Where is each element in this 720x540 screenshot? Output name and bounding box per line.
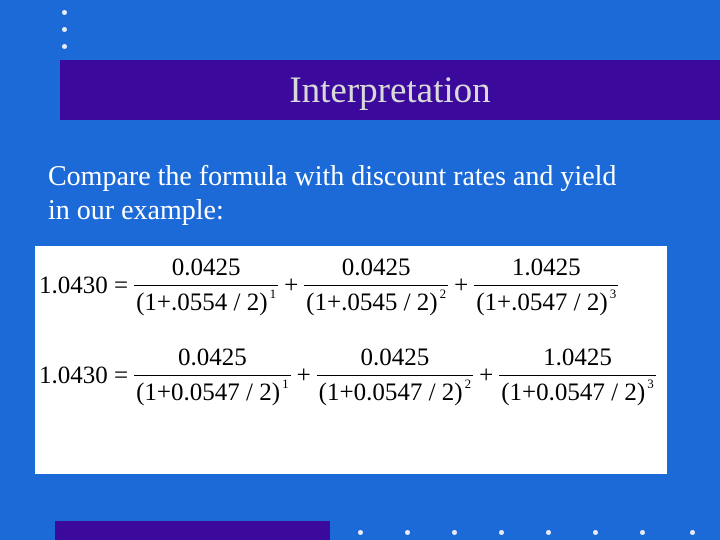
denominator-text: (1+0.0547 / 2) [318, 379, 463, 406]
denominator-text: (1+.0545 / 2) [306, 289, 438, 316]
fraction-denominator: (1+0.0547 / 2) 3 [499, 375, 656, 407]
bullet-dot [452, 530, 457, 535]
denominator-text: (1+0.0547 / 2) [136, 379, 281, 406]
plus-operator: + [296, 361, 311, 389]
fraction-numerator: 1.0425 [511, 254, 581, 281]
fraction-numerator: 0.0425 [177, 344, 247, 371]
fraction-term: 0.0425 (1+.0545 / 2) 2 [304, 254, 449, 317]
fraction-numerator: 0.0425 [171, 254, 241, 281]
exponent: 2 [464, 376, 472, 392]
bullet-dot [546, 530, 551, 535]
equation-lhs: 1.0430 = [39, 271, 129, 299]
fraction-denominator: (1+.0545 / 2) 2 [304, 285, 449, 317]
plus-operator: + [479, 361, 494, 389]
fraction-denominator: (1+0.0547 / 2) 2 [316, 375, 474, 407]
fraction-denominator: (1+0.0547 / 2) 1 [134, 375, 291, 407]
plus-operator: + [284, 271, 299, 299]
denominator-text: (1+.0554 / 2) [136, 289, 268, 316]
denominator-text: (1+0.0547 / 2) [501, 379, 646, 406]
fraction-term: 1.0425 (1+.0547 / 2) 3 [474, 254, 619, 317]
fraction-numerator: 0.0425 [341, 254, 411, 281]
plus-operator: + [454, 271, 469, 299]
exponent: 1 [282, 376, 289, 392]
bullet-dot [690, 530, 695, 535]
exponent: 3 [647, 376, 654, 392]
bottom-bar [55, 521, 330, 540]
equation-2: 1.0430 = 0.0425 (1+0.0547 / 2) 1 + 0.0425… [39, 344, 656, 407]
exponent: 2 [439, 286, 447, 302]
bullet-dot [62, 27, 67, 32]
title-bar [60, 60, 720, 120]
exponent: 3 [609, 286, 617, 302]
bullet-dot [358, 530, 363, 535]
fraction-denominator: (1+.0547 / 2) 3 [474, 285, 619, 317]
fraction-numerator: 1.0425 [543, 344, 612, 371]
equation-1: 1.0430 = 0.0425 (1+.0554 / 2) 1 + 0.0425 … [39, 254, 619, 317]
bullet-dot [405, 530, 410, 535]
fraction-term: 0.0425 (1+.0554 / 2) 1 [134, 254, 279, 317]
fraction-term: 0.0425 (1+0.0547 / 2) 1 [134, 344, 291, 407]
denominator-text: (1+.0547 / 2) [476, 289, 608, 316]
formula-box: 1.0430 = 0.0425 (1+.0554 / 2) 1 + 0.0425 … [35, 246, 667, 474]
fraction-term: 0.0425 (1+0.0547 / 2) 2 [316, 344, 474, 407]
body-line-1: Compare the formula with discount rates … [48, 161, 617, 192]
body-text: Compare the formula with discount rates … [48, 160, 708, 228]
exponent: 1 [269, 286, 277, 302]
bullet-dot [62, 44, 67, 49]
equation-lhs: 1.0430 = [39, 361, 129, 389]
bullet-dot [593, 530, 598, 535]
bullet-dot [640, 530, 645, 535]
body-line-2: in our example: [48, 195, 224, 226]
fraction-term: 1.0425 (1+0.0547 / 2) 3 [499, 344, 656, 407]
bullet-dot [62, 10, 67, 15]
bullet-dot [499, 530, 504, 535]
fraction-numerator: 0.0425 [360, 344, 430, 371]
slide-title: Interpretation [289, 70, 491, 111]
fraction-denominator: (1+.0554 / 2) 1 [134, 285, 279, 317]
